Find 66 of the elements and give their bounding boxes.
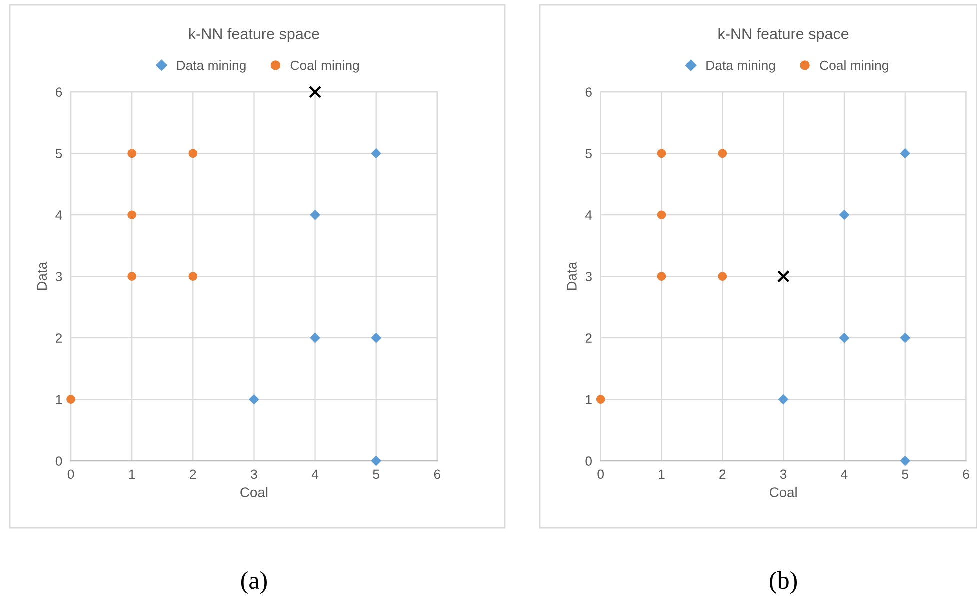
y-tick-label: 0 (586, 456, 592, 466)
point (188, 272, 198, 281)
legend-label: Data mining (706, 60, 776, 73)
legend-label: Data mining (177, 60, 246, 73)
point (718, 272, 728, 281)
text: (a) (241, 571, 267, 594)
point (657, 210, 666, 220)
y-tick-label: 3 (586, 272, 592, 282)
point (657, 149, 666, 158)
point (718, 149, 728, 158)
x-tick-label: 0 (68, 470, 74, 480)
x-tick-label: 2 (190, 470, 196, 479)
y-tick-label: 0 (56, 456, 62, 466)
x-tick-label: 4 (841, 470, 848, 479)
point (657, 272, 666, 281)
y-axis-title: Data (37, 262, 48, 290)
x-tick-label: 4 (312, 470, 319, 479)
point (371, 456, 382, 466)
x-tick-label: 1 (129, 470, 136, 479)
point (900, 332, 911, 344)
point (128, 149, 136, 158)
y-tick-label: 6 (586, 88, 592, 98)
point (371, 332, 382, 344)
x-tick-label: 1 (659, 470, 665, 479)
point (309, 86, 322, 98)
point (777, 270, 790, 283)
point (66, 395, 76, 404)
x-axis-title: Coal (240, 487, 268, 498)
point (188, 149, 198, 158)
point (839, 332, 850, 344)
x-tick-label: 5 (373, 470, 380, 480)
y-tick-label: 1 (56, 395, 62, 404)
y-tick-label: 3 (56, 272, 62, 282)
point (778, 394, 789, 405)
x-axis-title: Coal (770, 487, 797, 498)
y-tick-label: 5 (586, 149, 592, 158)
point (128, 272, 136, 281)
x-tick-label: 5 (902, 470, 908, 480)
x-tick-label: 3 (251, 470, 258, 480)
y-tick-label: 2 (586, 334, 592, 343)
text: (b) (770, 571, 798, 594)
x-tick-label: 6 (434, 470, 440, 480)
y-tick-label: 4 (56, 210, 62, 220)
x-tick-label: 0 (598, 470, 604, 480)
legend-label: Coal mining (820, 60, 888, 73)
x-tick-label: 6 (963, 470, 970, 480)
x-tick-label: 3 (780, 470, 787, 480)
point (900, 148, 911, 159)
x-tick-label: 2 (720, 470, 726, 479)
point (839, 210, 850, 220)
y-tick-label: 6 (56, 88, 62, 98)
point (900, 456, 911, 466)
point (128, 210, 136, 220)
point (310, 210, 320, 220)
chart-title: k-NN feature space (718, 28, 849, 42)
point (249, 394, 260, 405)
point (596, 395, 606, 404)
point (310, 332, 320, 344)
y-axis-title: Data (567, 262, 577, 290)
y-tick-label: 2 (56, 334, 62, 343)
y-tick-label: 5 (56, 149, 62, 158)
y-tick-label: 1 (586, 395, 592, 404)
point (371, 148, 382, 159)
chart-title: k-NN feature space (189, 28, 320, 42)
legend-label: Coal mining (290, 60, 360, 73)
y-tick-label: 4 (585, 210, 592, 220)
